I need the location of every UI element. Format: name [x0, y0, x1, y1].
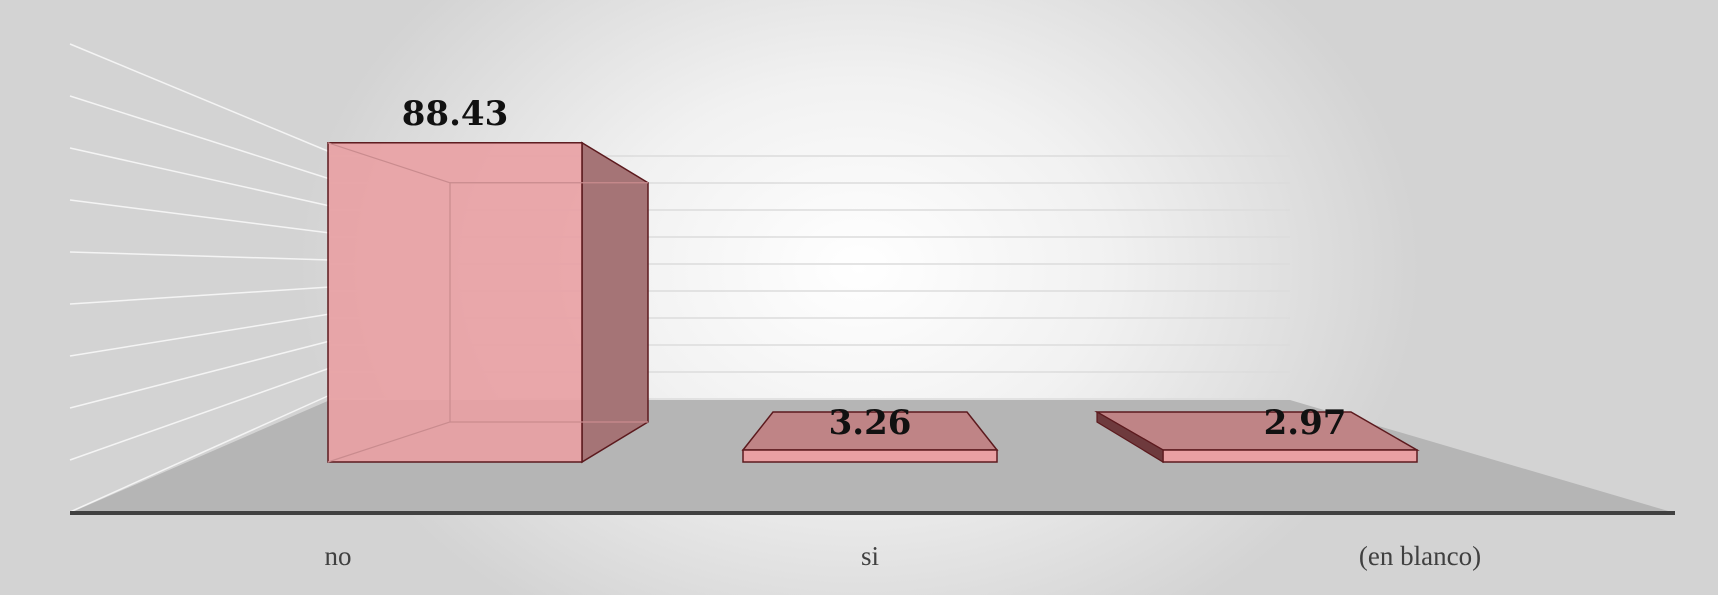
bar-enblanco	[1094, 410, 1420, 464]
wall-gridline	[69, 199, 331, 234]
wall-gridline	[69, 286, 331, 305]
bar-front	[742, 449, 998, 463]
wall-gridline	[69, 251, 331, 261]
wall-gridline	[69, 313, 331, 357]
data-label: 2.97	[1264, 403, 1347, 443]
bar-front	[1162, 449, 1418, 463]
data-label: 3.26	[829, 403, 912, 443]
bar-si	[741, 411, 999, 463]
bar-side	[1096, 410, 1164, 464]
category-label: si	[861, 541, 879, 571]
bars	[327, 141, 1420, 464]
wall-gridline	[69, 367, 331, 461]
bar-front	[327, 142, 583, 463]
category-label: (en blanco)	[1359, 541, 1481, 571]
wall-gridline	[69, 340, 331, 409]
wall-gridline	[69, 394, 331, 513]
labels: 88.43 no 3.26 si 2.97 (en blanco)	[325, 94, 1482, 571]
bar-no	[327, 141, 649, 464]
wall-gridline	[69, 95, 331, 180]
bar-side	[581, 141, 649, 464]
data-label: 88.43	[402, 94, 508, 134]
chart-walls	[69, 43, 331, 513]
bar-inner-edge	[327, 142, 451, 463]
wall-gridline	[69, 147, 331, 207]
wall-gridline	[69, 43, 331, 153]
category-label: no	[325, 541, 352, 571]
